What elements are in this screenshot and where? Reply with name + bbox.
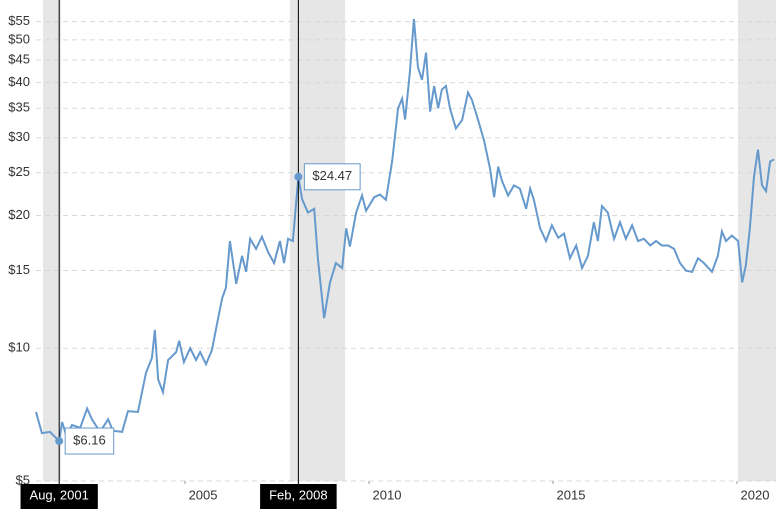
y-tick-label: $50	[8, 31, 30, 46]
date-callout: Feb, 2008	[260, 484, 337, 509]
y-tick-label: $10	[8, 340, 30, 355]
shaded-range	[738, 0, 776, 481]
date-box	[260, 484, 337, 509]
y-tick-label: $45	[8, 52, 30, 67]
value-label: $24.47	[312, 168, 352, 183]
y-tick-label: $5	[16, 472, 30, 487]
highlight-point	[55, 437, 64, 446]
x-tick-label: 2005	[189, 487, 218, 502]
shaded-range	[42, 0, 62, 481]
y-tick-label: $35	[8, 100, 30, 115]
y-tick-label: $20	[8, 207, 30, 222]
value-label: $6.16	[73, 432, 106, 447]
value-box	[303, 163, 361, 191]
date-callout: Aug, 2001	[20, 484, 98, 509]
highlight-point	[294, 172, 303, 181]
value-callout: $24.47	[303, 163, 361, 191]
y-tick-label: $15	[8, 262, 30, 277]
date-label: Aug, 2001	[30, 487, 89, 502]
y-tick-label: $30	[8, 129, 30, 144]
x-tick-label: 2020	[741, 487, 770, 502]
line-series	[35, 18, 775, 444]
x-tick-label: 2015	[557, 487, 586, 502]
date-label: Feb, 2008	[269, 487, 328, 502]
y-tick-label: $25	[8, 164, 30, 179]
value-callout: $6.16	[64, 427, 115, 455]
y-tick-label: $55	[8, 13, 30, 28]
value-box	[64, 427, 115, 455]
y-tick-label: $40	[8, 74, 30, 89]
date-box	[20, 484, 98, 509]
x-tick-label: 2010	[373, 487, 402, 502]
